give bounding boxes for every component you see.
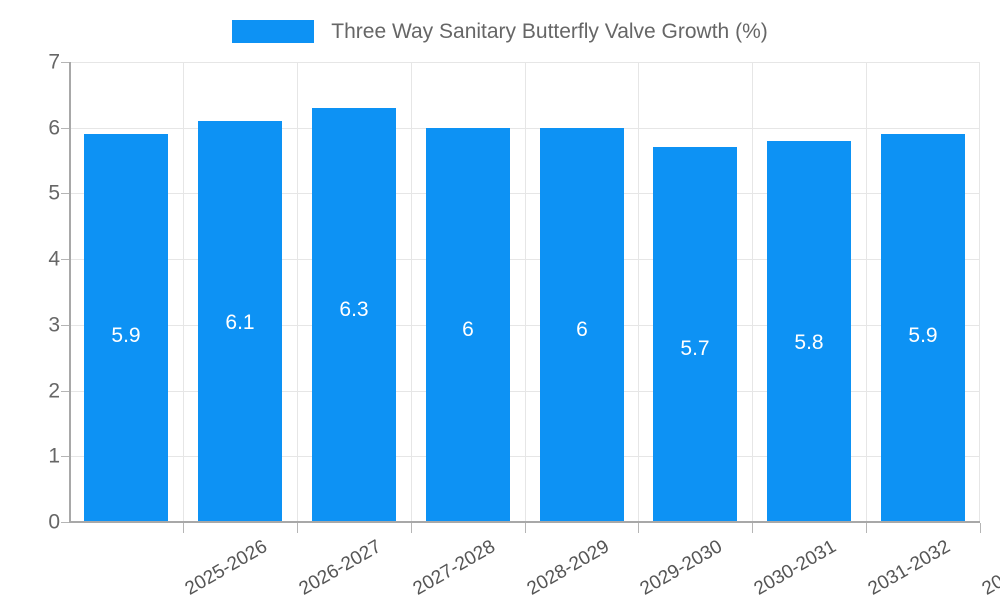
gridline-vertical [979, 62, 980, 522]
x-axis-tick-label: 2032-2033 [978, 536, 1000, 600]
x-axis-tick-mark [638, 523, 639, 533]
gridline-horizontal [69, 127, 980, 129]
y-axis-tick-label: 1 [48, 444, 60, 468]
x-axis-tick-mark [752, 523, 753, 533]
gridline-horizontal [69, 259, 980, 261]
y-axis-tick-label: 0 [48, 510, 60, 534]
bar-value-label: 6 [462, 318, 474, 341]
y-axis-tick-mark [61, 522, 69, 523]
bar[interactable]: 6.3 [312, 108, 396, 522]
bar[interactable]: 5.9 [84, 134, 168, 522]
gridline-vertical [411, 62, 412, 522]
gridline-vertical [297, 62, 298, 522]
x-axis-tick-label: 2027-2028 [409, 536, 499, 600]
x-axis-tick-label: 2025-2026 [181, 536, 271, 600]
y-axis-tick-label: 3 [48, 313, 60, 337]
y-axis-tick-mark [61, 127, 69, 129]
bar-value-label: 5.9 [908, 324, 938, 347]
bar-value-label: 6.1 [225, 311, 255, 334]
gridline-horizontal [69, 324, 980, 326]
gridline-horizontal [69, 62, 980, 63]
gridline-horizontal [69, 390, 980, 392]
y-axis-tick-mark [61, 390, 69, 392]
legend-color-swatch[interactable] [232, 19, 315, 43]
bar-value-label: 5.9 [111, 324, 141, 347]
x-axis-tick-mark [866, 523, 867, 533]
bar-value-label: 5.8 [794, 331, 824, 354]
x-axis-tick-label: 2031-2032 [864, 536, 954, 600]
bar[interactable]: 6.1 [198, 121, 282, 522]
y-axis-tick-mark [61, 193, 69, 195]
x-axis-tick-mark [525, 523, 526, 533]
plot-area: 5.9 6.1 6.3 6 6 5.7 5.8 5.9 [69, 62, 980, 523]
y-axis-tick-label: 7 [48, 50, 60, 74]
y-axis-tick-label: 5 [48, 181, 60, 205]
y-axis-line [69, 62, 71, 523]
x-axis-line [69, 521, 980, 523]
y-axis-tick-mark [61, 456, 69, 458]
legend-item-growth[interactable]: Three Way Sanitary Butterfly Valve Growt… [232, 19, 768, 43]
bar[interactable]: 6 [426, 128, 510, 522]
y-axis-tick-mark [61, 62, 69, 63]
bar[interactable]: 5.8 [767, 141, 851, 522]
y-axis-tick-mark [61, 324, 69, 326]
x-axis-tick-label: 2026-2027 [295, 536, 385, 600]
chart-legend: Three Way Sanitary Butterfly Valve Growt… [0, 0, 1000, 62]
x-axis-tick-mark [980, 523, 981, 533]
y-axis-tick-label: 4 [48, 247, 60, 271]
bar-value-label: 6 [576, 318, 588, 341]
x-axis-tick-label: 2029-2030 [636, 536, 726, 600]
gridline-vertical [183, 62, 184, 522]
y-axis: 0 1 2 3 4 5 6 7 [0, 0, 69, 600]
x-axis-tick-mark [297, 523, 298, 533]
legend-item-label: Three Way Sanitary Butterfly Valve Growt… [331, 19, 768, 43]
x-axis-tick-mark [183, 523, 184, 533]
y-axis-tick-mark [61, 259, 69, 261]
bar[interactable]: 6 [540, 128, 624, 522]
x-axis-tick-label: 2028-2029 [523, 536, 613, 600]
bar-value-label: 6.3 [339, 298, 369, 321]
bar[interactable]: 5.7 [653, 147, 737, 522]
y-axis-tick-label: 6 [48, 116, 60, 140]
gridline-vertical [638, 62, 639, 522]
gridline-vertical [752, 62, 753, 522]
x-axis-tick-label: 2030-2031 [750, 536, 840, 600]
gridline-vertical [866, 62, 867, 522]
y-axis-tick-label: 2 [48, 379, 60, 403]
gridline-vertical [525, 62, 526, 522]
bar[interactable]: 5.9 [881, 134, 965, 522]
gridline-horizontal [69, 193, 980, 195]
bar-value-label: 5.7 [680, 337, 710, 360]
gridline-horizontal [69, 456, 980, 458]
x-axis-tick-mark [411, 523, 412, 533]
